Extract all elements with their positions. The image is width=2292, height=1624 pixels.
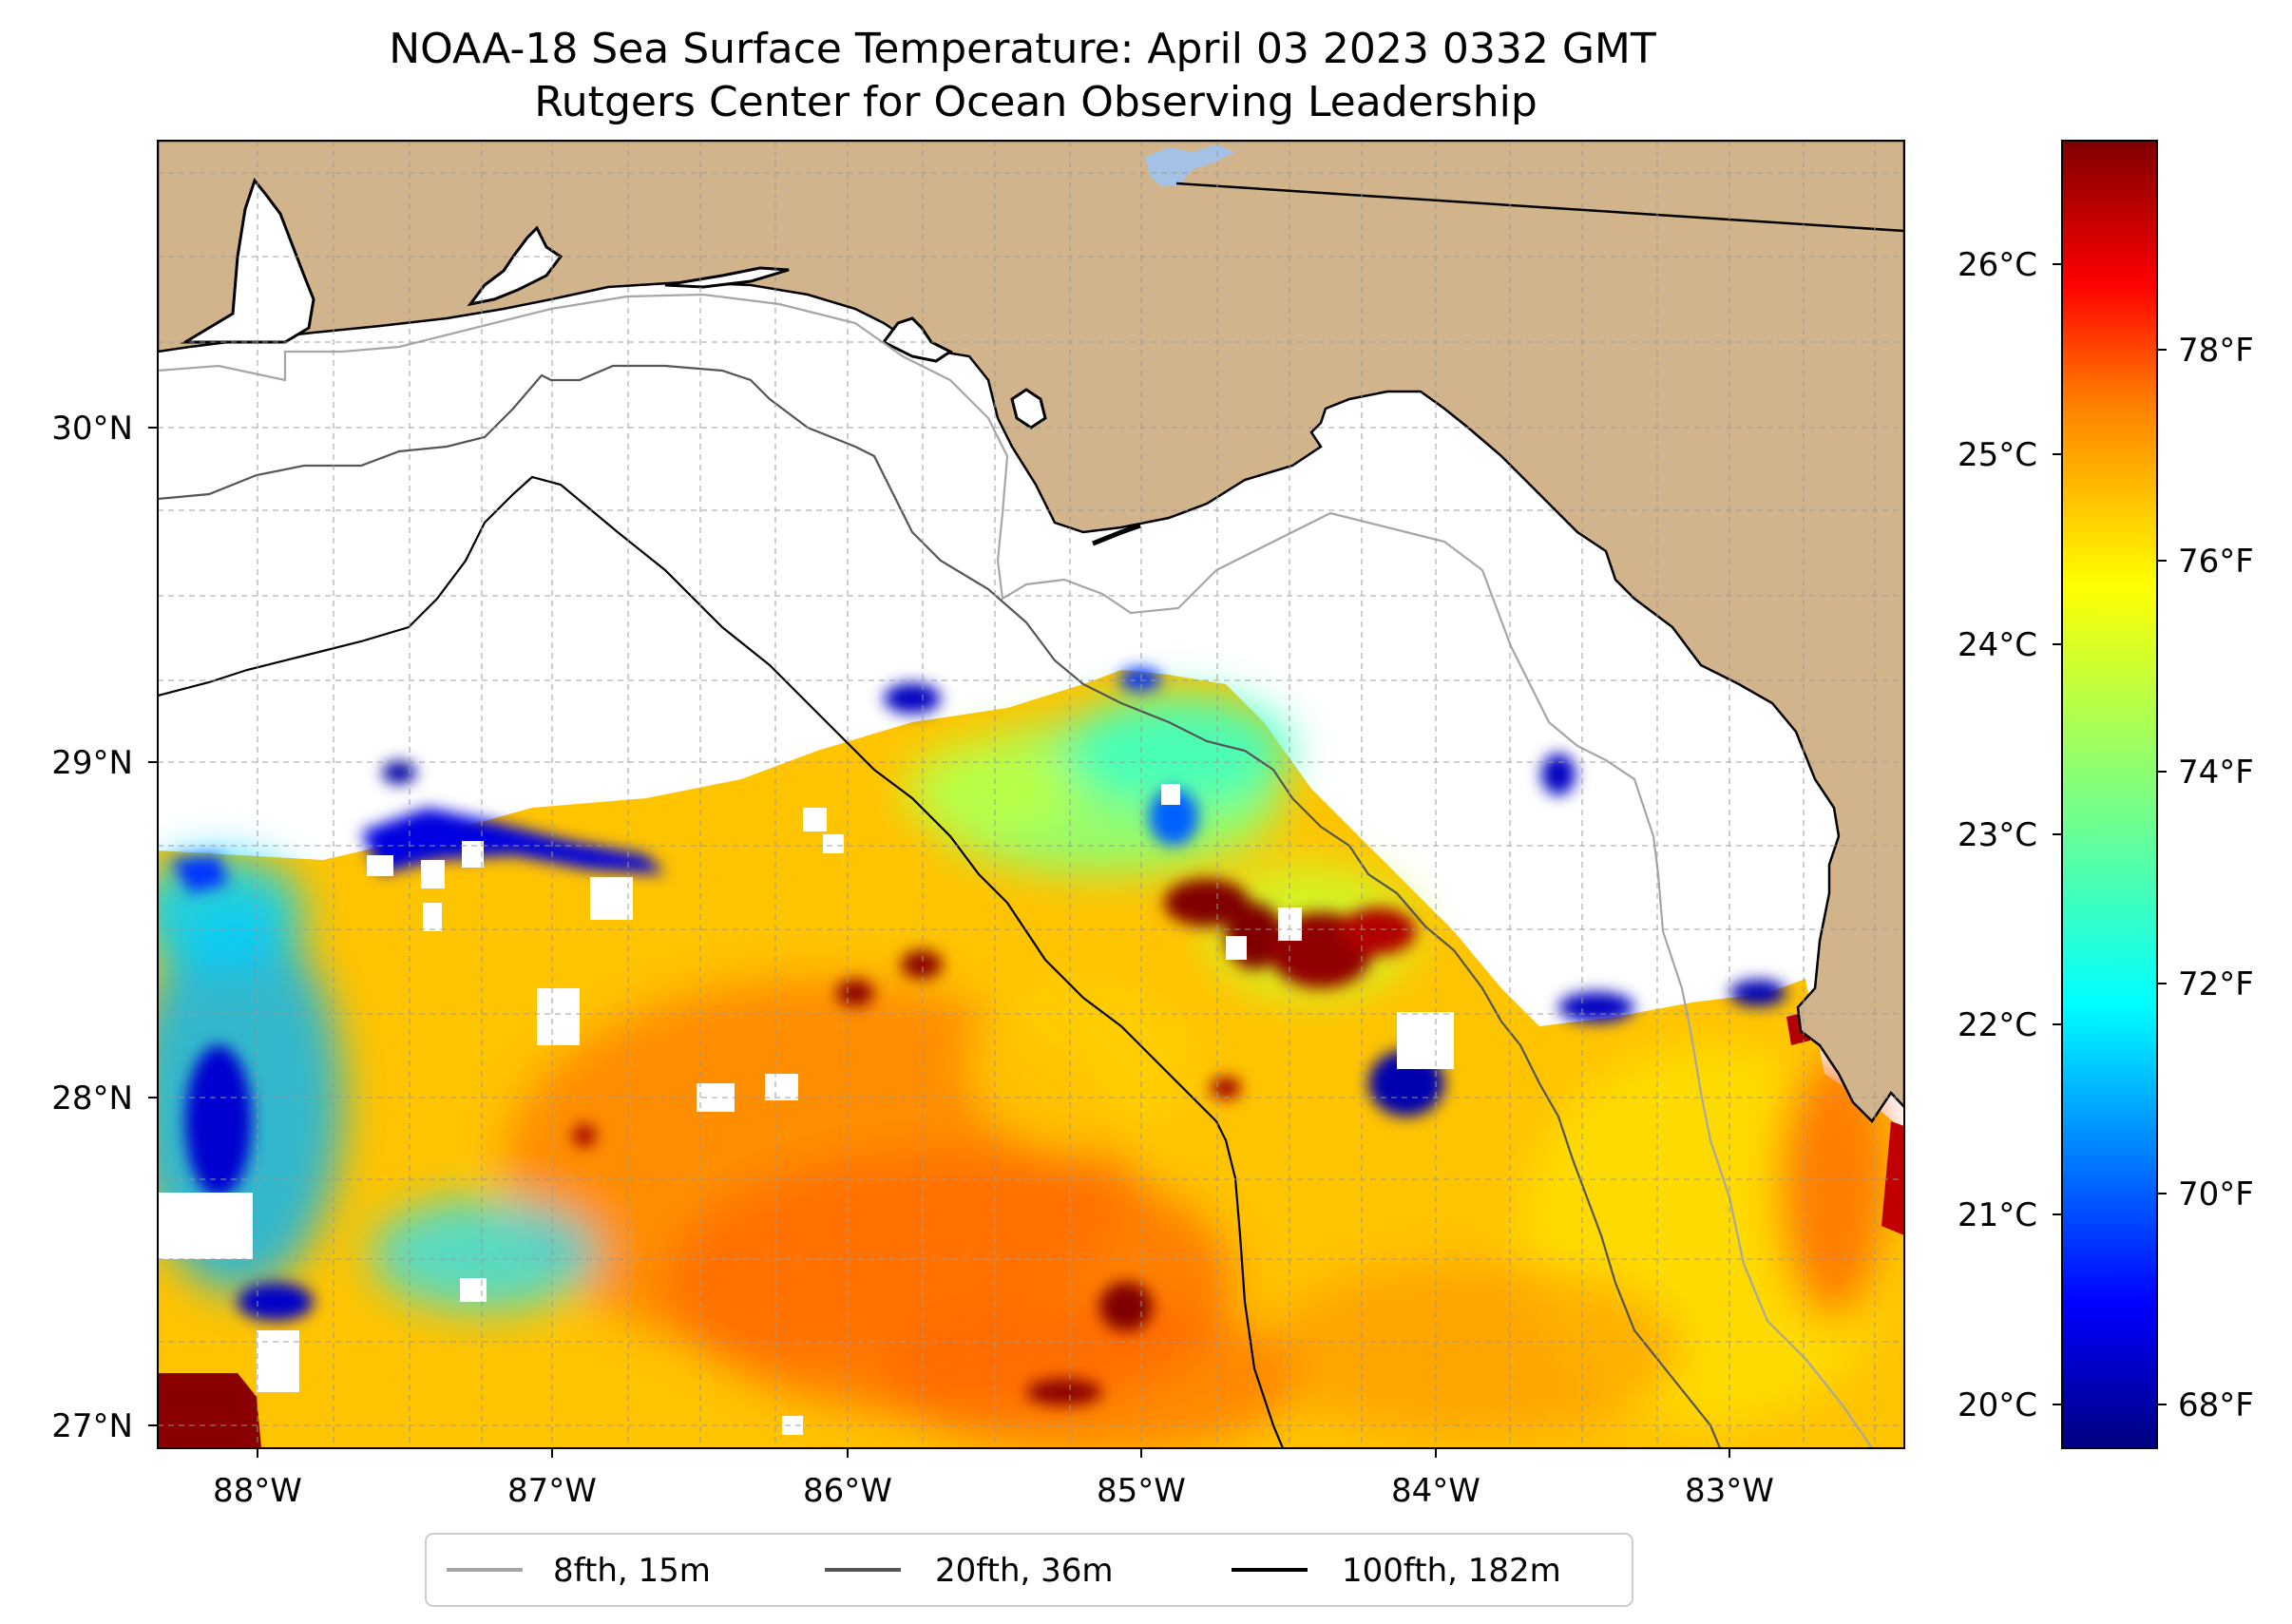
colorbar-c-26: 26°C xyxy=(1958,246,2037,284)
isobath-182m xyxy=(158,475,1285,1448)
lon-ticks xyxy=(257,1448,1730,1458)
lat-label-30n: 30°N xyxy=(51,410,133,448)
sst-field xyxy=(158,668,1904,1448)
map-frame xyxy=(157,140,1905,1449)
lake xyxy=(1145,144,1235,186)
colorbar-c-23: 23°C xyxy=(1958,816,2037,854)
colorbar-f-72: 72°F xyxy=(2178,965,2254,1003)
lat-label-29n: 29°N xyxy=(51,744,133,782)
lon-label-85w: 85°W xyxy=(1097,1472,1186,1510)
legend-label-15m: 8fth, 15m xyxy=(553,1552,711,1590)
colorbar-f-68: 68°F xyxy=(2178,1386,2254,1424)
legend-box xyxy=(425,1533,1633,1607)
colorbar-f-78: 78°F xyxy=(2178,332,2254,370)
lon-label-88w: 88°W xyxy=(213,1472,302,1510)
lat-ticks xyxy=(148,427,158,1426)
colorbar-f-76: 76°F xyxy=(2178,543,2254,581)
colorbar-f-70: 70°F xyxy=(2178,1175,2254,1213)
lon-label-87w: 87°W xyxy=(507,1472,597,1510)
legend-label-36m: 20fth, 36m xyxy=(935,1552,1114,1590)
colorbar-gradient xyxy=(2061,140,2158,1449)
colorbar: 26°C 25°C 24°C 23°C 22°C 21°C 20°C 78°F … xyxy=(1958,140,2254,1449)
lat-label-27n: 27°N xyxy=(51,1407,133,1445)
colorbar-f-74: 74°F xyxy=(2178,754,2254,792)
map-subtitle: Rutgers Center for Ocean Observing Leade… xyxy=(534,78,1538,126)
colorbar-c-21: 21°C xyxy=(1958,1196,2037,1234)
legend-label-182m: 100fth, 182m xyxy=(1342,1552,1561,1590)
isobath-15m xyxy=(158,293,1873,1448)
lon-label-83w: 83°W xyxy=(1685,1472,1774,1510)
colorbar-c-20: 20°C xyxy=(1958,1386,2037,1424)
isobath-legend: 8fth, 15m 20fth, 36m 100fth, 182m xyxy=(425,1533,1633,1607)
isobath-36m xyxy=(158,364,1722,1448)
lon-label-84w: 84°W xyxy=(1391,1472,1480,1510)
map-area xyxy=(158,141,1904,1448)
map-title: NOAA-18 Sea Surface Temperature: April 0… xyxy=(389,25,1656,73)
colorbar-c-25: 25°C xyxy=(1958,436,2037,474)
land-mass xyxy=(158,141,1904,1123)
lat-label-28n: 28°N xyxy=(51,1079,133,1118)
state-border xyxy=(1175,182,1904,233)
gridlines xyxy=(158,141,1904,1448)
colorbar-c-22: 22°C xyxy=(1958,1006,2037,1044)
lon-label-86w: 86°W xyxy=(803,1472,892,1510)
colorbar-c-24: 24°C xyxy=(1958,626,2037,664)
